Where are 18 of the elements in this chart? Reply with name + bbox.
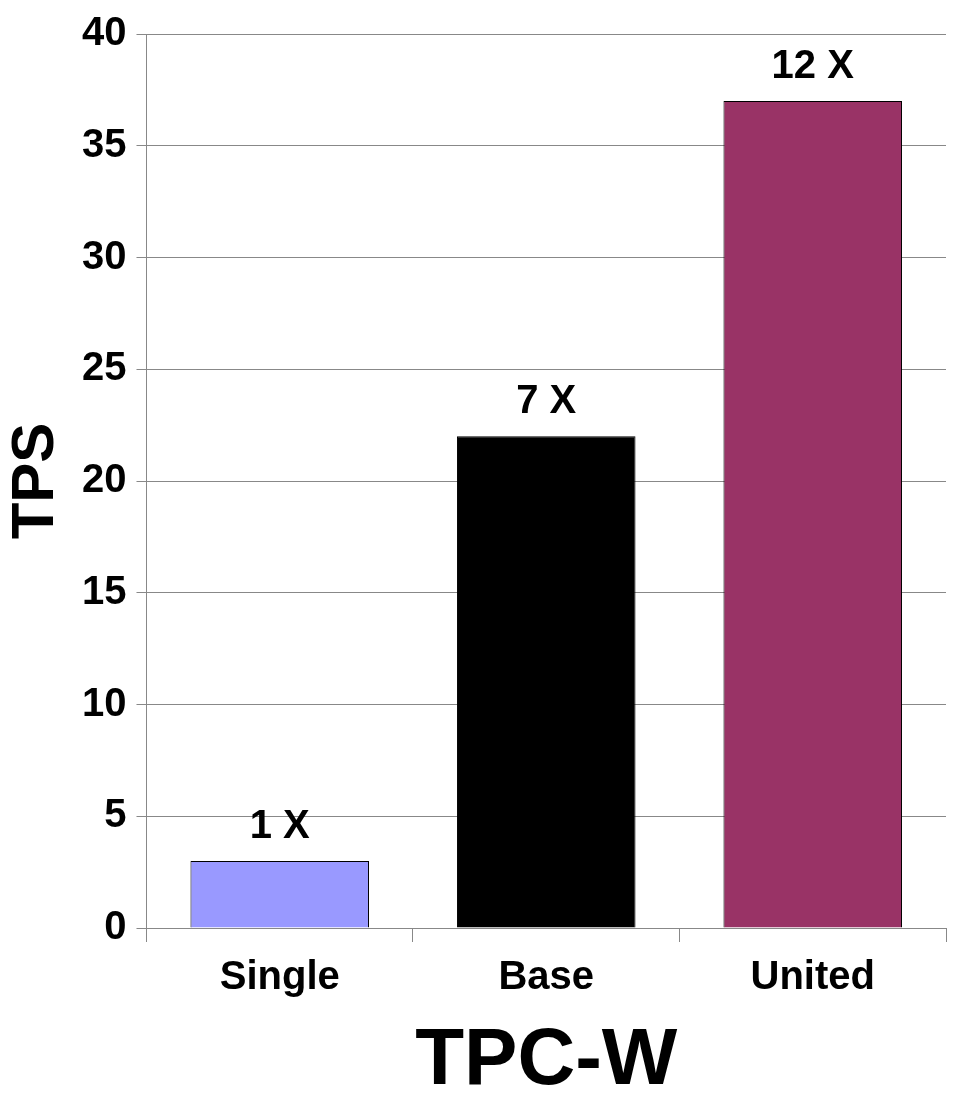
y-tick-label: 10 [81, 679, 127, 724]
x-tick-label: Base [498, 953, 595, 998]
y-tick-label: 40 [81, 9, 127, 54]
annotation: 12 X [771, 42, 855, 87]
x-tick-label: Single [219, 953, 340, 998]
y-tick-label: 15 [81, 567, 127, 612]
x-tick-label: United [750, 953, 875, 998]
y-tick-label: 5 [104, 791, 127, 836]
bar [456, 436, 636, 928]
annotation: 1 X [249, 801, 311, 846]
y-tick-label: 30 [81, 232, 127, 277]
y-tick-label: 25 [81, 344, 127, 389]
y-tick-label: 20 [81, 456, 127, 501]
y-tick-label: 0 [104, 903, 127, 948]
annotation: 7 X [516, 377, 577, 422]
y-tick-label: 35 [81, 120, 127, 165]
y-axis-title: TPS [0, 422, 66, 540]
x-axis-title: TPC-W [415, 1012, 678, 1102]
